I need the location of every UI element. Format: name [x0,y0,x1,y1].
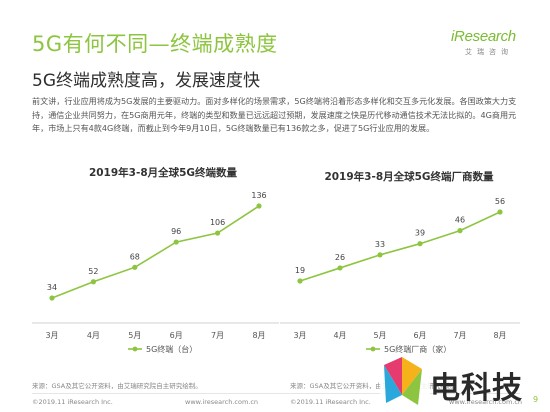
data-label: 33 [375,240,385,249]
data-point [457,228,463,234]
footer-copyright-left: ©2019.11 iResearch Inc. [32,398,113,406]
data-label: 34 [47,283,57,292]
footer-copyright-right: ©2019.11 iResearch Inc. [290,398,371,406]
data-label: 106 [210,218,225,227]
data-label: 26 [335,253,345,262]
x-tick-label: 7月 [211,331,224,340]
data-point [173,239,179,245]
legend-label: 5G终端（台） [146,344,197,354]
data-label: 136 [251,191,266,200]
x-tick-label: 4月 [87,331,100,340]
logo-wordmark: iResearch [451,28,516,45]
source-left: 来源：GSA及其它公开资料，由艾瑞研究院自主研究绘制。 [32,382,202,390]
watermark: 电科技 [378,355,550,412]
data-label: 46 [455,216,465,225]
series-line [51,205,260,299]
data-label: 52 [88,267,98,276]
x-tick-label: 7月 [453,331,466,340]
data-label: 96 [171,227,181,236]
watermark-text: 电科技 [430,371,523,406]
source-right: 来源：GSA及其它公开资料，由艾瑞研究院自主研究绘制。 [290,382,460,390]
series-line [299,211,501,282]
footer-divider [32,393,520,394]
page-number: 9 [533,395,539,404]
x-tick-label: 8月 [252,331,265,340]
chart-vendor-count: 2019年3-8月全球5G终端厂商数量193月264月335月396月467月5… [280,170,520,354]
data-point [256,203,262,209]
data-point [377,252,383,258]
legend-marker [132,346,138,352]
x-tick-label: 3月 [293,331,306,340]
chart-title: 2019年3-8月全球5G终端厂商数量 [324,170,494,183]
data-point [215,230,221,236]
x-tick-label: 6月 [170,331,183,340]
chart-terminal-count: 2019年3-8月全球5G终端数量 34 3月 52 4月 68 5月 96 6月 106 7月 13… [32,166,279,354]
footer-url-right[interactable]: www.iresearch.com.cn [449,398,523,406]
footer-url-left[interactable]: www.iresearch.com.cn [185,398,259,406]
data-point [497,209,503,215]
data-point [132,264,138,270]
legend-marker [370,346,376,352]
data-label: 39 [415,229,425,238]
data-point [49,295,55,301]
x-tick-label: 5月 [128,331,141,340]
x-tick-label: 4月 [333,331,346,340]
data-label: 68 [130,252,140,261]
data-point [417,241,423,247]
intro-paragraph: 前文讲，行业应用将成为5G发展的主要驱动力。面对多样化的场景需求，5G终端将沿着… [32,96,517,134]
logo-subtext: 艾瑞咨询 [465,48,513,56]
data-point [337,265,343,271]
x-tick-label: 3月 [45,331,58,340]
x-tick-label: 6月 [413,331,426,340]
page-subtitle: 5G终端成熟度高，发展速度快 [32,71,260,91]
data-point [297,278,303,284]
x-tick-label: 8月 [493,331,506,340]
x-tick-label: 5月 [373,331,386,340]
data-point [90,279,96,285]
data-label: 56 [495,197,505,206]
chart-title: 2019年3-8月全球5G终端数量 [89,166,238,179]
iresearch-logo: iResearch 艾瑞咨询 [451,28,531,60]
page-title: 5G有何不同—终端成熟度 [32,32,278,56]
data-label: 19 [295,266,305,275]
watermark-logo-icon [380,357,430,410]
legend-label: 5G终端厂商（家） [384,344,451,354]
